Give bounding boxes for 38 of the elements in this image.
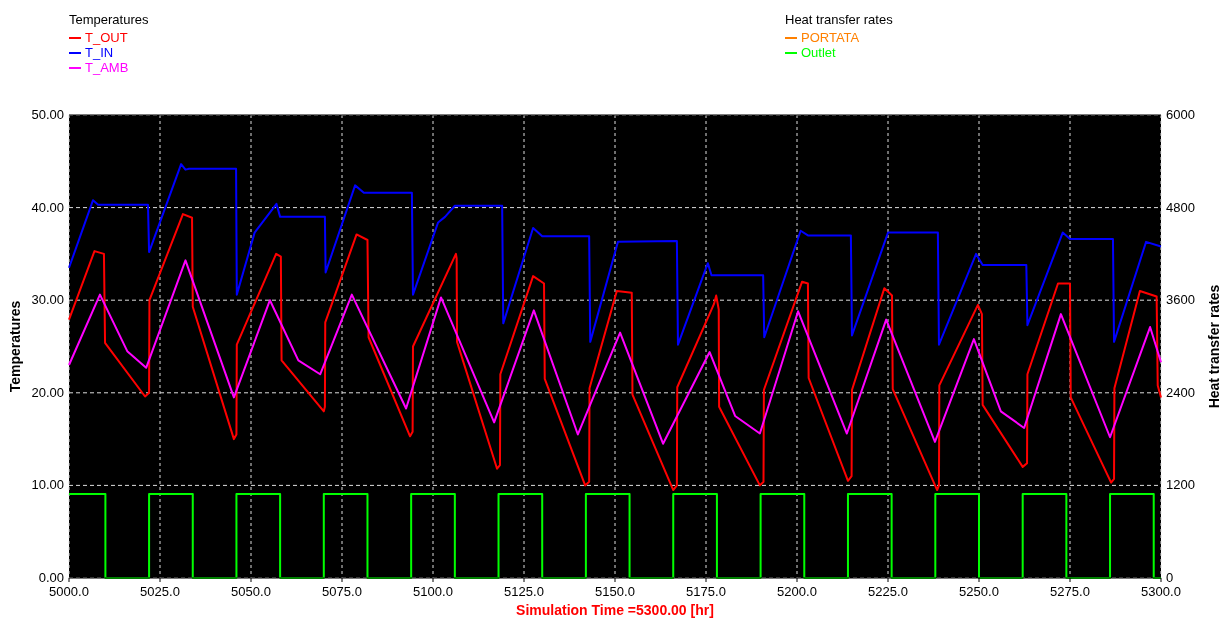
line-series (68, 163, 1162, 346)
y-tick-label: 20.00 (31, 384, 64, 400)
x-tick-label: 5300.0 (1141, 584, 1181, 599)
x-tick-label: 5275.0 (1050, 584, 1090, 599)
y-axis-title: Temperatures (7, 300, 23, 393)
x-tick-label: 5250.0 (959, 584, 999, 599)
x-tick-label: 5100.0 (413, 584, 453, 599)
y-tick-label: 10.00 (31, 477, 64, 493)
legend-label: T_IN (85, 45, 114, 60)
text: Heat transfer rates (785, 12, 894, 27)
y2-axis-title: Heat transfer rates (1206, 284, 1222, 409)
y-tick-label: 30.00 (31, 292, 64, 308)
x-tick-label: 5225.0 (868, 584, 908, 599)
line-series (68, 259, 1162, 445)
y2-tick-label: 0 (1166, 570, 1174, 585)
y2-tick-label: 2400 (1166, 384, 1195, 400)
x-axis-title: Simulation Time =5300.00 [hr] (516, 602, 714, 618)
x-tick-label: 5075.0 (322, 584, 362, 599)
x-tick-label: 5000.0 (49, 584, 89, 599)
x-tick-label: 5175.0 (686, 584, 726, 599)
legend-label: T_OUT (85, 30, 128, 45)
y-tick-label: 50.00 (31, 107, 64, 122)
x-tick-label: 5050.0 (231, 584, 271, 599)
x-tick-label: 5025.0 (140, 584, 180, 599)
y-tick-label: 0.00 (38, 570, 64, 585)
x-tick-label: 5150.0 (595, 584, 635, 599)
legend-title: Temperatures (69, 12, 149, 27)
legend-label: PORTATA (801, 30, 860, 45)
line-series (68, 213, 1162, 492)
x-tick-label: 5200.0 (777, 584, 817, 599)
legend-label: Outlet (801, 45, 837, 60)
y2-tick-label: 1200 (1166, 477, 1195, 493)
legend-label: T_AMB (85, 60, 129, 75)
y2-tick-label: 6000 (1166, 107, 1195, 122)
y-tick-label: 40.00 (31, 199, 64, 215)
x-tick-label: 5125.0 (504, 584, 544, 599)
y2-tick-label: 3600 (1166, 292, 1195, 308)
y2-tick-label: 4800 (1166, 199, 1195, 215)
